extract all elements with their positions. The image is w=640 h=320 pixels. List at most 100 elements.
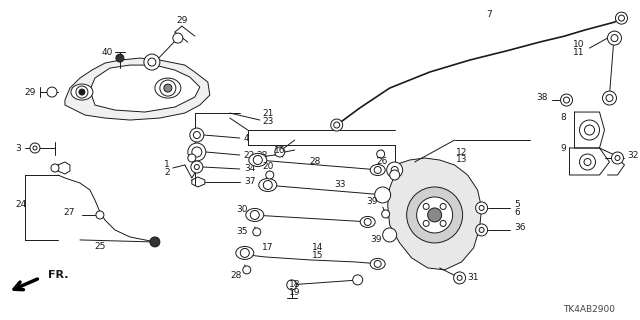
Circle shape bbox=[391, 166, 398, 173]
Circle shape bbox=[611, 152, 623, 164]
Circle shape bbox=[240, 248, 250, 257]
Circle shape bbox=[374, 166, 381, 173]
Circle shape bbox=[618, 15, 625, 21]
Text: 8: 8 bbox=[561, 113, 566, 122]
Circle shape bbox=[457, 276, 462, 280]
Polygon shape bbox=[90, 65, 200, 112]
Circle shape bbox=[579, 120, 600, 140]
Circle shape bbox=[287, 280, 297, 290]
Circle shape bbox=[476, 202, 488, 214]
Circle shape bbox=[381, 210, 390, 218]
Circle shape bbox=[561, 94, 573, 106]
Circle shape bbox=[606, 94, 613, 101]
Circle shape bbox=[374, 260, 381, 268]
Text: 28: 28 bbox=[309, 157, 321, 166]
Ellipse shape bbox=[155, 78, 181, 98]
Circle shape bbox=[253, 156, 262, 164]
Text: 21: 21 bbox=[263, 108, 274, 117]
Text: 9: 9 bbox=[561, 143, 566, 153]
Circle shape bbox=[275, 147, 285, 157]
Text: 39: 39 bbox=[366, 197, 378, 206]
Circle shape bbox=[387, 162, 403, 178]
Circle shape bbox=[96, 211, 104, 219]
Ellipse shape bbox=[246, 208, 264, 221]
Text: 22: 22 bbox=[244, 150, 255, 159]
Text: 33: 33 bbox=[334, 180, 346, 189]
Circle shape bbox=[616, 12, 627, 24]
Circle shape bbox=[428, 208, 442, 222]
Text: 12: 12 bbox=[456, 148, 467, 156]
Circle shape bbox=[476, 224, 488, 236]
Text: 29: 29 bbox=[24, 88, 36, 97]
Circle shape bbox=[188, 143, 206, 161]
Text: 2: 2 bbox=[164, 169, 170, 178]
Circle shape bbox=[406, 187, 463, 243]
Circle shape bbox=[353, 275, 363, 285]
Text: FR.: FR. bbox=[48, 270, 68, 280]
Text: 18: 18 bbox=[289, 280, 301, 289]
Text: 24: 24 bbox=[15, 200, 26, 210]
Circle shape bbox=[144, 54, 160, 70]
Circle shape bbox=[193, 132, 200, 139]
Text: 19: 19 bbox=[289, 288, 301, 297]
Ellipse shape bbox=[370, 259, 385, 269]
Text: 16: 16 bbox=[274, 146, 285, 155]
Circle shape bbox=[479, 228, 484, 232]
Circle shape bbox=[76, 86, 88, 98]
Circle shape bbox=[440, 220, 446, 227]
Circle shape bbox=[195, 164, 199, 170]
Circle shape bbox=[150, 237, 160, 247]
Text: 7: 7 bbox=[486, 10, 492, 19]
Text: 38: 38 bbox=[536, 92, 548, 101]
Text: 34: 34 bbox=[244, 164, 255, 173]
Text: 23: 23 bbox=[263, 116, 274, 125]
Text: 37: 37 bbox=[244, 178, 255, 187]
Circle shape bbox=[417, 197, 452, 233]
Circle shape bbox=[160, 80, 176, 96]
Circle shape bbox=[423, 204, 429, 210]
Text: 1: 1 bbox=[164, 161, 170, 170]
Circle shape bbox=[615, 156, 620, 161]
Text: 40: 40 bbox=[101, 48, 113, 57]
Text: TK4AB2900: TK4AB2900 bbox=[563, 305, 616, 314]
Text: 14: 14 bbox=[312, 244, 323, 252]
Text: 29: 29 bbox=[176, 16, 188, 25]
Circle shape bbox=[333, 122, 340, 128]
Circle shape bbox=[479, 205, 484, 211]
Text: 36: 36 bbox=[515, 223, 526, 232]
Circle shape bbox=[379, 191, 386, 198]
Circle shape bbox=[33, 146, 37, 150]
Ellipse shape bbox=[360, 216, 375, 228]
Ellipse shape bbox=[375, 189, 390, 200]
Ellipse shape bbox=[71, 84, 93, 100]
Text: 6: 6 bbox=[515, 208, 520, 218]
Circle shape bbox=[423, 220, 429, 227]
Circle shape bbox=[164, 84, 172, 92]
Circle shape bbox=[250, 211, 259, 220]
Circle shape bbox=[263, 180, 272, 189]
Text: 5: 5 bbox=[515, 200, 520, 210]
Circle shape bbox=[377, 150, 385, 158]
Circle shape bbox=[192, 147, 202, 157]
Circle shape bbox=[602, 91, 616, 105]
Circle shape bbox=[190, 128, 204, 142]
Circle shape bbox=[454, 272, 466, 284]
Text: 35: 35 bbox=[236, 228, 248, 236]
Text: 11: 11 bbox=[573, 48, 584, 57]
Ellipse shape bbox=[236, 246, 254, 260]
Circle shape bbox=[116, 54, 124, 62]
Circle shape bbox=[148, 58, 156, 66]
Circle shape bbox=[364, 219, 371, 226]
Circle shape bbox=[253, 228, 260, 236]
Circle shape bbox=[243, 266, 251, 274]
Text: 15: 15 bbox=[312, 252, 323, 260]
Text: 17: 17 bbox=[262, 244, 273, 252]
Circle shape bbox=[584, 125, 595, 135]
Text: 20: 20 bbox=[262, 163, 273, 172]
Circle shape bbox=[383, 228, 397, 242]
Circle shape bbox=[266, 171, 274, 179]
Circle shape bbox=[188, 154, 196, 162]
Circle shape bbox=[30, 143, 40, 153]
Ellipse shape bbox=[370, 164, 385, 175]
Polygon shape bbox=[388, 158, 481, 270]
